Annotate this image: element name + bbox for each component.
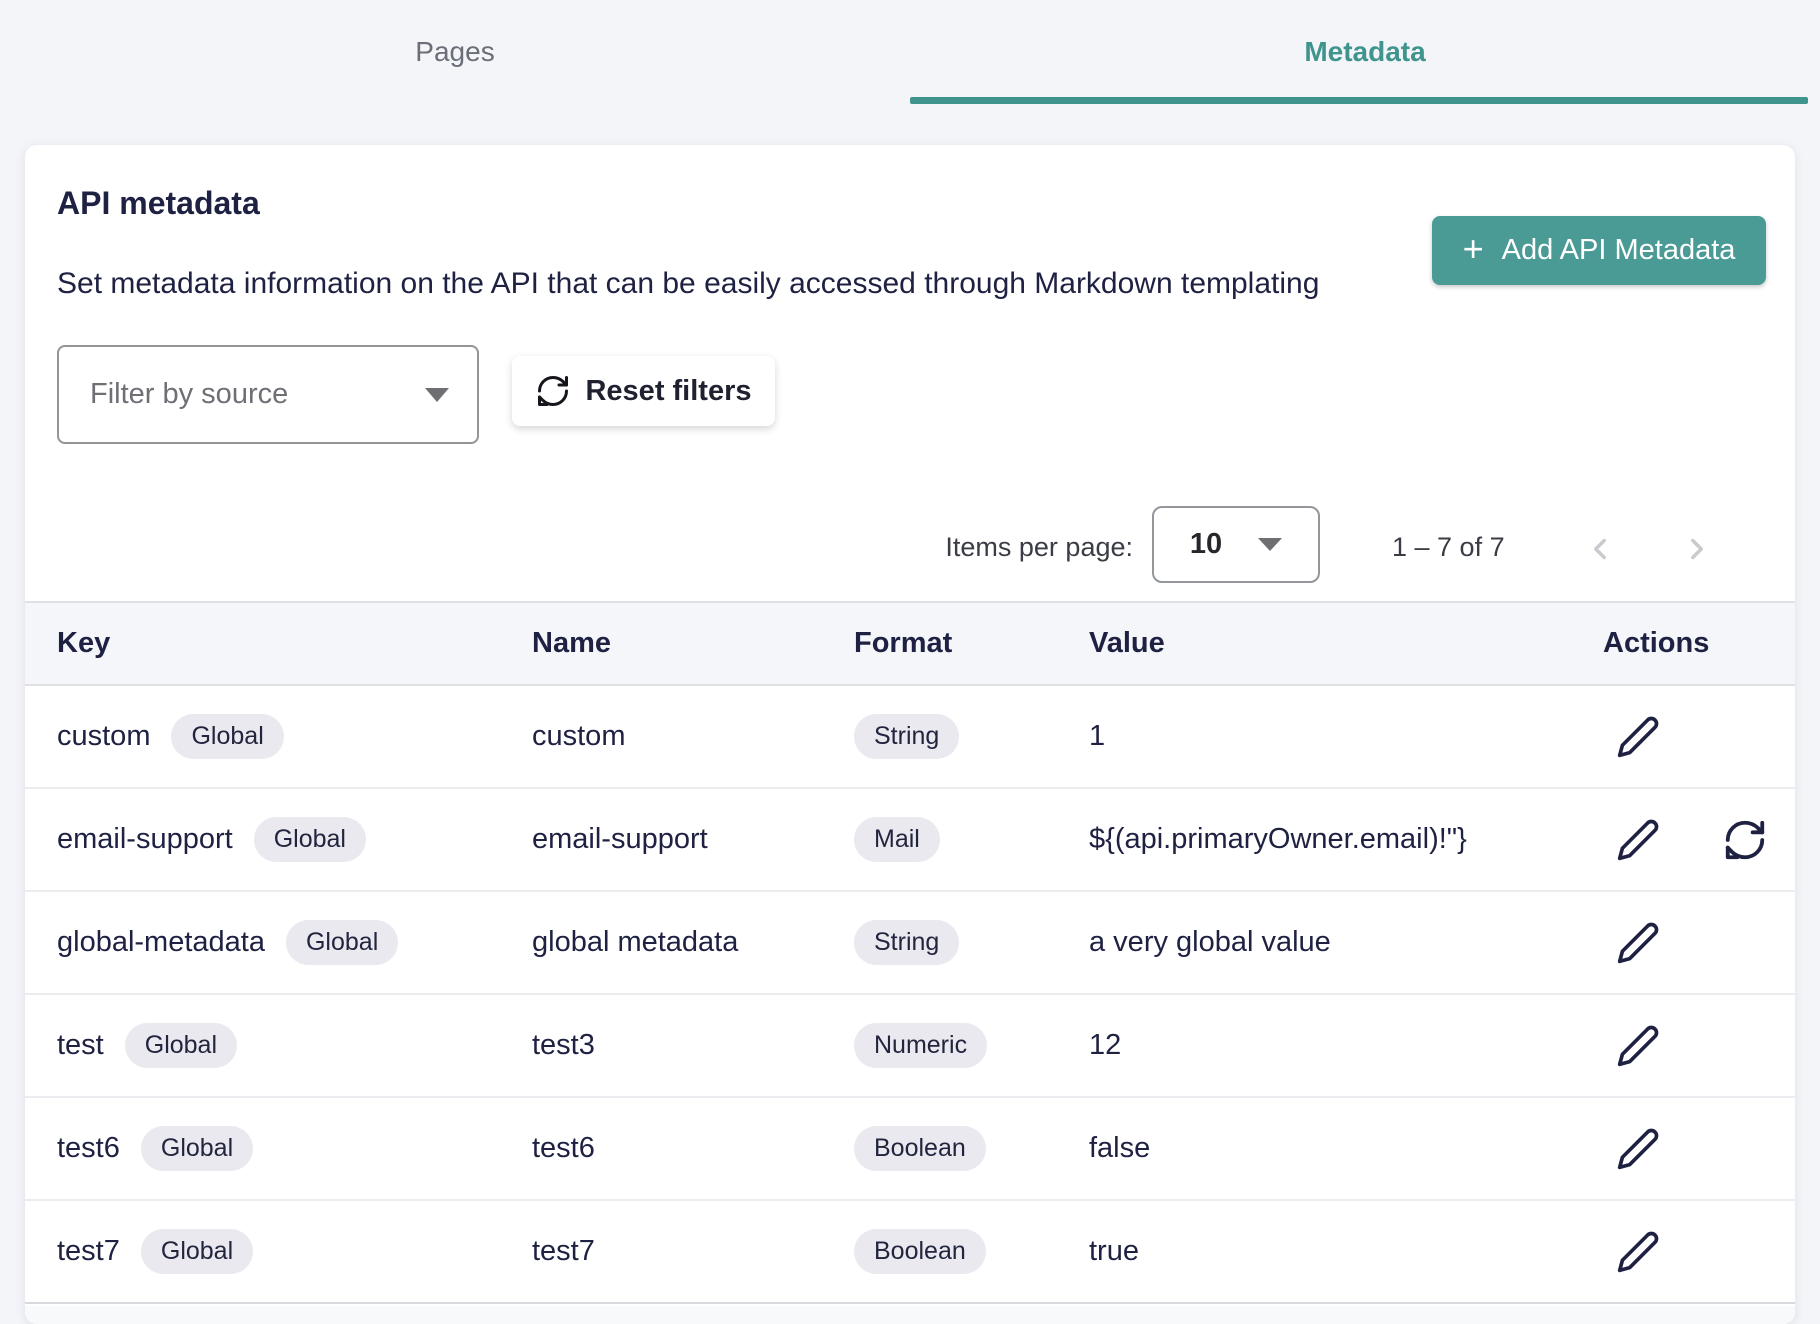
pagination-bar: Items per page: 10 1 – 7 of 7 xyxy=(25,501,1795,601)
edit-button[interactable] xyxy=(1616,1127,1660,1171)
table-row: test Global test3 Numeric 12 xyxy=(25,995,1795,1098)
metadata-name: test6 xyxy=(532,1132,854,1165)
column-header-actions: Actions xyxy=(1603,627,1795,660)
api-metadata-card: API metadata Set metadata information on… xyxy=(25,145,1795,1324)
edit-button[interactable] xyxy=(1616,818,1660,862)
table-header: Key Name Format Value Actions xyxy=(25,601,1795,686)
table-row: custom Global custom String 1 xyxy=(25,686,1795,789)
table-row: test7 Global test7 Boolean true xyxy=(25,1201,1795,1304)
tab-metadata-label: Metadata xyxy=(1304,36,1425,68)
chevron-left-icon xyxy=(1583,532,1617,566)
column-header-key: Key xyxy=(57,627,532,660)
metadata-value: 12 xyxy=(1089,1029,1603,1062)
global-badge: Global xyxy=(141,1229,253,1274)
reset-filters-label: Reset filters xyxy=(585,375,751,408)
metadata-key: test7 xyxy=(57,1235,120,1268)
page-description: Set metadata information on the API that… xyxy=(57,267,1319,301)
metadata-name: custom xyxy=(532,720,854,753)
table-row: test6 Global test6 Boolean false xyxy=(25,1098,1795,1201)
pencil-icon xyxy=(1616,1024,1660,1068)
refresh-icon xyxy=(1722,817,1768,863)
pencil-icon xyxy=(1616,1127,1660,1171)
metadata-name: test7 xyxy=(532,1235,854,1268)
edit-button[interactable] xyxy=(1616,921,1660,965)
format-badge: Mail xyxy=(854,817,940,862)
next-page-button[interactable] xyxy=(1669,521,1725,577)
next-row-partial xyxy=(25,1306,1795,1324)
format-badge: String xyxy=(854,714,959,759)
format-badge: Boolean xyxy=(854,1126,986,1171)
chevron-down-icon xyxy=(1258,538,1282,551)
reset-filters-button[interactable]: Reset filters xyxy=(512,356,775,426)
tab-bar: Pages Metadata xyxy=(0,0,1820,104)
global-badge: Global xyxy=(286,920,398,965)
chevron-down-icon xyxy=(425,388,449,402)
metadata-value: a very global value xyxy=(1089,926,1603,959)
table-body: custom Global custom String 1 email-supp… xyxy=(25,686,1795,1304)
metadata-name: global metadata xyxy=(532,926,854,959)
column-header-value: Value xyxy=(1089,627,1603,660)
edit-button[interactable] xyxy=(1616,715,1660,759)
add-api-metadata-label: Add API Metadata xyxy=(1502,234,1736,267)
metadata-value: false xyxy=(1089,1132,1603,1165)
tab-pages-label: Pages xyxy=(415,36,494,68)
table-row: global-metadata Global global metadata S… xyxy=(25,892,1795,995)
metadata-name: email-support xyxy=(532,823,854,856)
page-size-value: 10 xyxy=(1190,528,1222,561)
add-api-metadata-button[interactable]: + Add API Metadata xyxy=(1432,216,1766,285)
metadata-value: true xyxy=(1089,1235,1603,1268)
format-badge: String xyxy=(854,920,959,965)
format-badge: Numeric xyxy=(854,1023,987,1068)
metadata-value: 1 xyxy=(1089,720,1603,753)
pencil-icon xyxy=(1616,715,1660,759)
pagination-range-label: 1 – 7 of 7 xyxy=(1392,532,1505,563)
metadata-key: custom xyxy=(57,720,150,753)
column-header-format: Format xyxy=(854,627,1089,660)
filter-by-source-placeholder: Filter by source xyxy=(90,378,425,411)
format-badge: Boolean xyxy=(854,1229,986,1274)
refresh-icon xyxy=(535,373,571,409)
edit-button[interactable] xyxy=(1616,1024,1660,1068)
global-badge: Global xyxy=(125,1023,237,1068)
page-size-select[interactable]: 10 xyxy=(1152,506,1320,583)
pencil-icon xyxy=(1616,1230,1660,1274)
pencil-icon xyxy=(1616,921,1660,965)
page-title: API metadata xyxy=(57,185,260,222)
items-per-page-label: Items per page: xyxy=(945,532,1133,563)
table-row: email-support Global email-support Mail … xyxy=(25,789,1795,892)
filter-by-source-select[interactable]: Filter by source xyxy=(57,345,479,444)
metadata-key: test6 xyxy=(57,1132,120,1165)
metadata-key: email-support xyxy=(57,823,233,856)
edit-button[interactable] xyxy=(1616,1230,1660,1274)
reset-to-global-button[interactable] xyxy=(1722,817,1768,863)
column-header-name: Name xyxy=(532,627,854,660)
tab-metadata[interactable]: Metadata xyxy=(910,0,1820,104)
metadata-key: global-metadata xyxy=(57,926,265,959)
pencil-icon xyxy=(1616,818,1660,862)
tab-pages[interactable]: Pages xyxy=(0,0,910,104)
chevron-right-icon xyxy=(1680,532,1714,566)
previous-page-button[interactable] xyxy=(1572,521,1628,577)
global-badge: Global xyxy=(254,817,366,862)
global-badge: Global xyxy=(141,1126,253,1171)
metadata-key: test xyxy=(57,1029,104,1062)
metadata-value: ${(api.primaryOwner.email)!"} xyxy=(1089,823,1603,856)
plus-icon: + xyxy=(1463,231,1484,267)
global-badge: Global xyxy=(171,714,283,759)
metadata-name: test3 xyxy=(532,1029,854,1062)
